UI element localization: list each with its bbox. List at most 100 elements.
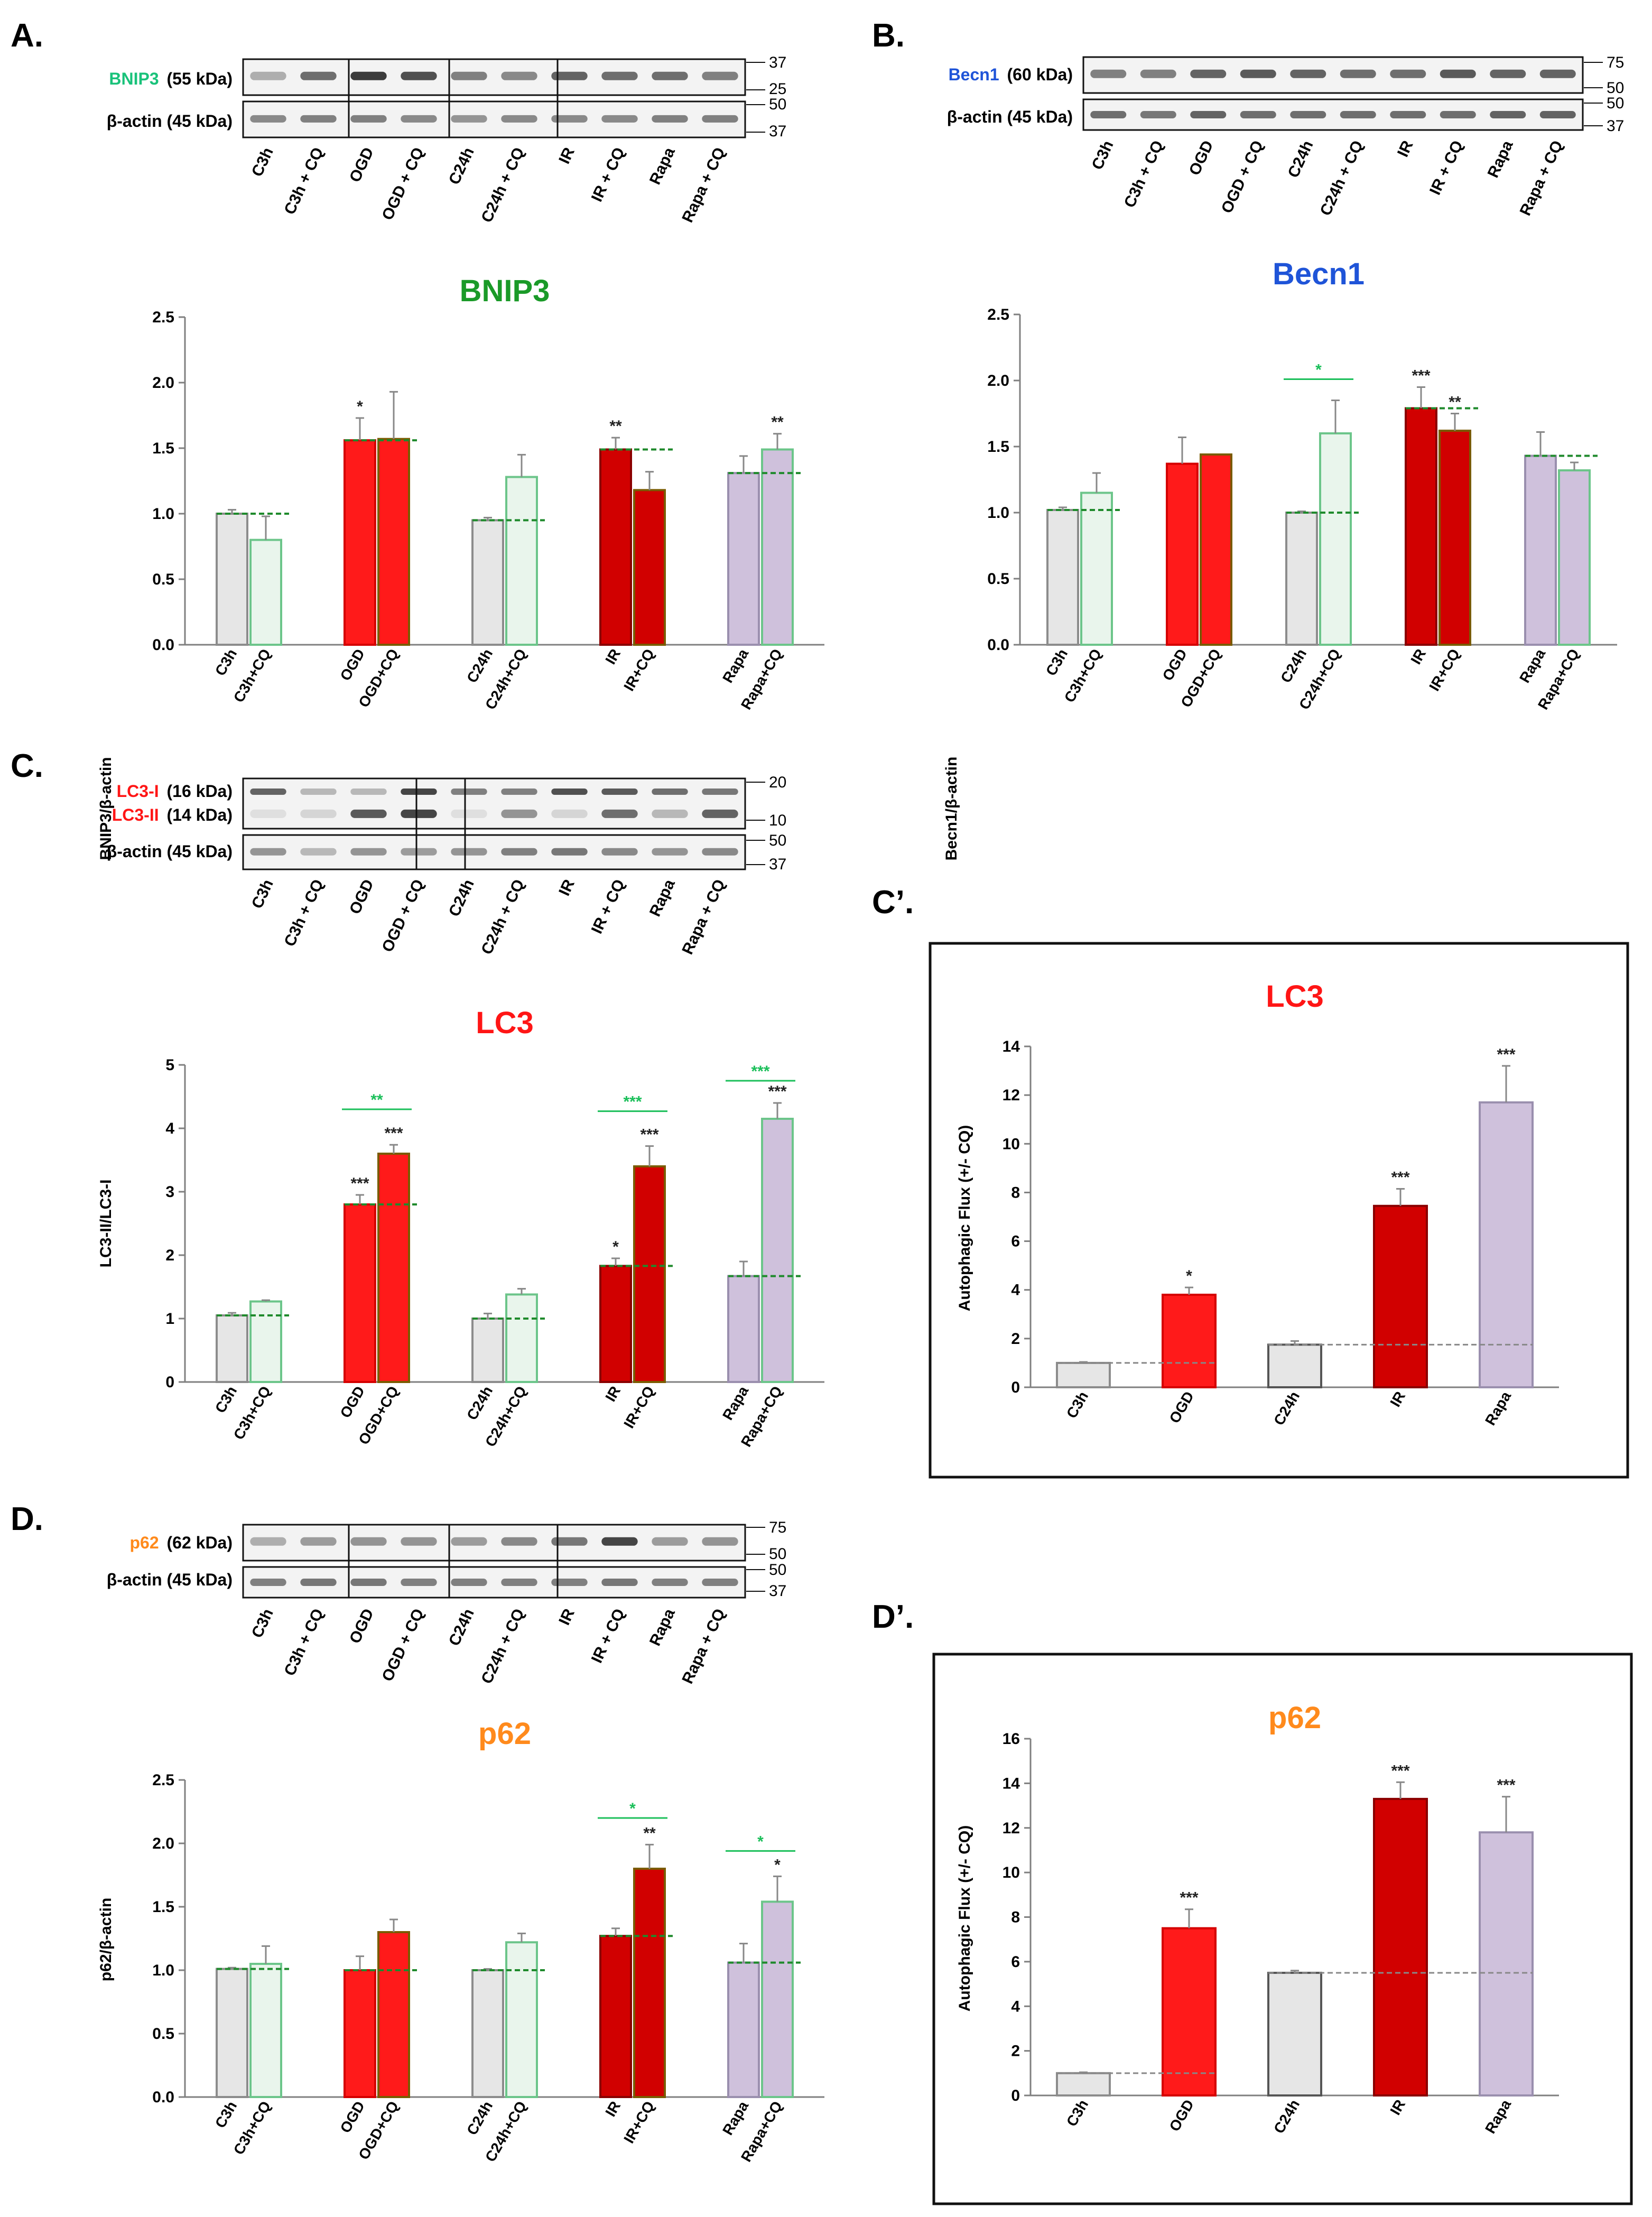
x-tick-label: OGD: [1166, 2097, 1197, 2135]
significance-marker: *: [357, 398, 363, 415]
bar-c3h: [216, 1968, 248, 2099]
blot-d-target-strip: [242, 1524, 746, 1562]
svg-text:BNIP3 (55 kDa): BNIP3 (55 kDa): [109, 69, 233, 88]
bar-ogd: [1166, 462, 1199, 646]
y-axis-label: p62/β-actin: [97, 1898, 115, 1981]
blot-c-loading-band: [601, 848, 638, 856]
y-tick-label: 0.5: [152, 571, 174, 588]
blot-a-lane-label: OGD + CQ: [379, 145, 428, 223]
bar-rapa: [727, 1275, 760, 1384]
blot-a: BNIP3 (55 kDa) β-actin (45 kDa) 37 25 50…: [107, 54, 787, 225]
blot-c-lc3ii-band: [401, 809, 437, 818]
blot-c-loading-band: [652, 848, 688, 856]
y-tick-label: 1.0: [152, 1962, 174, 1979]
bar-ir: [599, 1935, 632, 2098]
blot-c-loading-band: [401, 848, 437, 856]
blot-c-lc3i-band: [451, 789, 487, 795]
y-tick-label: 6: [1011, 1953, 1020, 1971]
bar-ir-cq: [633, 489, 666, 646]
x-tick-label: IR+CQ: [620, 2099, 657, 2146]
bar-rapa-cq: [761, 1118, 794, 1383]
blot-a-loading-band: [551, 115, 588, 123]
blot-d-target-band: [501, 1537, 537, 1546]
blot-d-target-band: [601, 1537, 638, 1546]
x-tick-label: IR: [1387, 1389, 1408, 1410]
blot-b-target-band: [1490, 69, 1526, 78]
y-tick-label: 2: [1011, 2043, 1020, 2060]
blot-b-loading-band: [1390, 111, 1426, 119]
blot-b-loading-band: [1090, 111, 1127, 119]
significance-marker: *: [774, 1856, 781, 1873]
blot-a-target-band: [451, 71, 487, 80]
blot-c-lc3ii-band: [250, 809, 286, 818]
blot-d-target-band: [401, 1537, 437, 1546]
bar-c24h-cq: [505, 1293, 538, 1383]
blot-d-target-band: [300, 1537, 337, 1546]
blot-d-loading-band: [451, 1579, 487, 1587]
blot-c-lc3i-band: [350, 789, 387, 795]
blot-c-marker-3: 50: [769, 832, 786, 849]
blot-a-lane-label: OGD: [346, 145, 377, 185]
blot-d-lane-label: Rapa + CQ: [679, 1606, 728, 1686]
blot-c-lc3i-band: [401, 789, 437, 795]
blot-c-lc3ii-band: [601, 809, 638, 818]
blot-a-lane-label: C3h + CQ: [281, 145, 327, 217]
x-tick-label: C3h: [212, 646, 240, 679]
bar-c3h-cq: [249, 539, 282, 646]
x-tick-label: IR: [602, 646, 624, 667]
bar-c3h: [216, 513, 248, 646]
y-tick-label: 1.5: [987, 438, 1009, 456]
blot-a-marker-3: 50: [769, 96, 786, 113]
blot-c-loading-band: [551, 848, 588, 856]
blot-c-lc3i-band: [702, 789, 738, 795]
blot-b-loading-band: [1240, 111, 1276, 119]
x-tick-label: IR+CQ: [620, 1384, 657, 1431]
blot-d-target-name: p62: [129, 1533, 159, 1552]
comparison-significance: ***: [623, 1093, 642, 1111]
blot-c-lc3ii-band: [350, 809, 387, 818]
y-tick-label: 3: [165, 1183, 174, 1201]
blot-b-target-band: [1240, 69, 1276, 78]
blot-a-lane-label: C24h + CQ: [478, 145, 527, 225]
blot-d-marker-3: 50: [769, 1561, 786, 1579]
blot-a-loading-band: [601, 115, 638, 123]
blot-a-loading-band: [300, 115, 337, 123]
x-tick-label: Rapa: [719, 2098, 751, 2138]
y-tick-label: 10: [1003, 1135, 1020, 1153]
y-tick-label: 6: [1011, 1233, 1020, 1250]
bar-c24h: [1285, 512, 1318, 646]
blot-a-lane-label: Rapa: [646, 145, 679, 188]
bar-ir: [1405, 407, 1437, 646]
bar-ir-cq: [633, 1165, 666, 1383]
chart-lc3: LC3LC3-II/LC3-I012345C3hC3h+CQ***OGD***O…: [97, 1006, 824, 1450]
bar-c24h-cq: [505, 1941, 538, 2098]
blot-a-loading-band: [652, 115, 688, 123]
bar-ogd: [1162, 1293, 1217, 1388]
x-tick-label: C3h: [1063, 1389, 1091, 1421]
blot-a-lane-label: C3h: [248, 145, 277, 179]
chart-title: BNIP3: [460, 274, 550, 308]
blot-c-lane-label: C24h: [446, 877, 478, 919]
blot-c-lane-label: IR + CQ: [588, 877, 628, 936]
blot-b-marker-3: 50: [1607, 95, 1624, 112]
x-tick-label: OGD: [337, 646, 368, 684]
y-tick-label: 1: [165, 1310, 174, 1328]
x-tick-label: Rapa: [1516, 646, 1548, 685]
blot-d-target-band: [652, 1537, 688, 1546]
blot-d-lane-label: C3h + CQ: [281, 1606, 327, 1678]
blot-a-lane-label: IR: [555, 145, 578, 166]
y-tick-label: 2: [1011, 1330, 1020, 1348]
y-tick-label: 0.0: [152, 2089, 174, 2106]
x-tick-label: C3h: [212, 2099, 240, 2131]
blot-b-target-band: [1440, 69, 1476, 78]
bar-c3h: [1056, 2072, 1111, 2097]
blot-c-loading-band: [501, 848, 537, 856]
blot-c-lc3i-band: [300, 789, 337, 795]
blot-b-lane-label: Rapa: [1484, 138, 1517, 181]
bar-c3h: [216, 1314, 248, 1383]
blot-d-target-band: [350, 1537, 387, 1546]
blot-d-loading-band: [652, 1579, 688, 1587]
blot-c-lc3i-band: [652, 789, 688, 795]
blot-c-lc3ii-band: [300, 809, 337, 818]
bar-c3h-cq: [249, 1963, 282, 2098]
